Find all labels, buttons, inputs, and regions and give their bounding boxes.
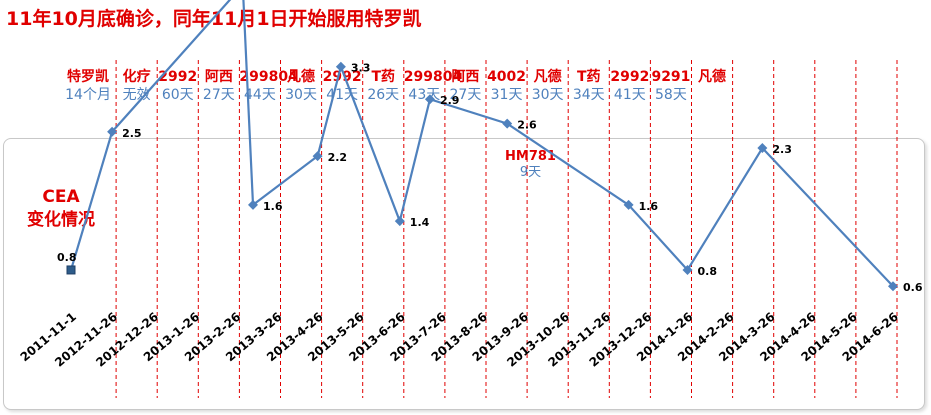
data-point	[682, 264, 693, 275]
treatment-name: 凡德	[533, 69, 562, 85]
data-point	[335, 61, 346, 72]
treatment-label: 凡德	[692, 68, 733, 86]
treatment-label: 4002 31天	[486, 68, 527, 104]
treatment-duration: 27天	[202, 87, 235, 103]
treatment-duration: 34天	[572, 87, 605, 103]
treatment-duration: 60天	[161, 87, 194, 103]
treatment-name: T药	[576, 69, 601, 85]
series-line	[69, 0, 894, 287]
data-label: 0.6	[903, 281, 923, 294]
data-label: 1.6	[639, 200, 659, 213]
data-label: 2.9	[440, 94, 460, 107]
treatment-name: 2992	[322, 69, 362, 85]
data-point	[394, 216, 405, 227]
data-label: 1.4	[410, 216, 430, 229]
data-label: 2.2	[328, 151, 348, 164]
treatment-name: 2992	[610, 69, 650, 85]
treatment-duration: 无效	[122, 87, 151, 103]
data-point	[502, 118, 513, 129]
data-label: 0.8	[698, 265, 718, 278]
treatment-label: 化疗 无效	[116, 68, 157, 104]
data-point	[312, 151, 323, 162]
treatment-name: 凡德	[287, 69, 316, 85]
treatment-name: 2992	[158, 69, 198, 85]
treatment-duration: 41天	[613, 87, 646, 103]
inset-treatment-label: HM781 9天	[505, 149, 556, 181]
data-point	[248, 199, 259, 210]
chart-label-line2: 变化情况	[27, 210, 95, 230]
data-label: 3.3	[351, 62, 371, 75]
treatment-name: 4002	[487, 69, 527, 85]
treatment-label: 特罗凯 14个月	[60, 68, 116, 104]
data-point	[107, 126, 118, 137]
inset-treatment-name: HM781	[505, 149, 556, 164]
data-point	[66, 265, 76, 275]
data-label: 2.5	[122, 127, 142, 140]
treatment-label: T药 26天	[363, 68, 404, 104]
chart-label-line1: CEA	[42, 187, 80, 207]
treatment-label: 阿西 27天	[198, 68, 239, 104]
treatment-label: 阿西 27天	[445, 68, 486, 104]
treatment-name: T药	[371, 69, 396, 85]
data-point	[757, 143, 768, 154]
treatment-name: 凡德	[698, 69, 727, 85]
treatment-name: 化疗	[122, 69, 151, 85]
treatment-duration: 30天	[285, 87, 317, 103]
data-label: 2.6	[517, 119, 537, 132]
treatment-name: 9291	[651, 69, 691, 85]
data-point	[888, 281, 898, 292]
data-point	[424, 94, 435, 105]
treatment-duration: 31天	[490, 87, 523, 103]
treatment-label: 9291 58天	[650, 68, 691, 104]
treatment-duration: 26天	[367, 87, 400, 103]
data-point	[623, 199, 634, 210]
treatment-duration: 58天	[655, 87, 687, 103]
treatment-duration: 30天	[531, 87, 564, 103]
treatment-label: 凡德 30天	[527, 68, 568, 104]
inset-treatment-duration: 9天	[519, 165, 542, 180]
chart-frame	[3, 138, 925, 410]
treatment-name: 阿西	[451, 69, 480, 85]
treatment-duration: 14个月	[65, 87, 111, 103]
treatment-duration: 44天	[244, 87, 276, 103]
chart-label: CEA 变化情况	[18, 186, 104, 232]
treatment-label: T药 34天	[568, 68, 609, 104]
data-label: 2.3	[772, 143, 792, 156]
treatment-name: 阿西	[204, 69, 233, 85]
treatment-label: 2992 41天	[609, 68, 650, 104]
treatment-duration: 27天	[449, 87, 482, 103]
data-label: 1.6	[263, 200, 283, 213]
treatment-label: 凡德 30天	[281, 68, 322, 104]
treatment-label: 2992 60天	[157, 68, 198, 104]
treatment-name: 特罗凯	[67, 69, 110, 85]
data-label: 0.8	[57, 251, 77, 264]
